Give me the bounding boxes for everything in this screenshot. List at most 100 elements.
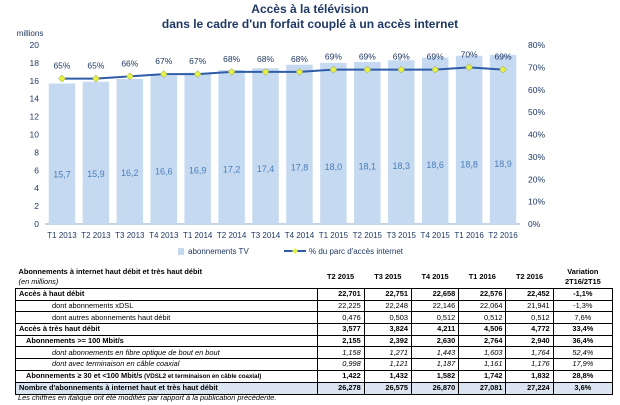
bar [116, 79, 144, 224]
row-value: 4,506 [458, 323, 507, 336]
line-value-label: 69% [325, 52, 342, 62]
x-tick-label: T1 2015 [319, 231, 349, 240]
row-variation: 17,9% [552, 358, 614, 371]
row-variation: 28,8% [552, 369, 614, 383]
table-column-header: T4 2015 [411, 266, 459, 289]
y-tick-label: 0 [34, 219, 39, 229]
bar [320, 62, 347, 225]
row-variation: -1,3% [552, 299, 614, 313]
line-marker [193, 70, 202, 78]
row-value: 22,701 [316, 288, 365, 301]
variation-header-line2: 2T16/2T15 [564, 277, 601, 286]
table-row: Accès à haut débit 22,701 22,751 22,658 22,5… [15, 288, 614, 301]
row-value: 1,764 [505, 346, 554, 360]
row-label-note: (VDSL2 et terminaison en câble coaxial) [142, 372, 262, 380]
row-label: Nombre d'abonnements à internet haut et … [15, 381, 318, 395]
row-label: dont abonnements en fibre optique de bou… [15, 346, 318, 360]
line-marker [363, 65, 372, 74]
line-value-label: 68% [291, 54, 308, 64]
row-value: 22,658 [410, 288, 460, 301]
row-value: 1,271 [363, 346, 412, 360]
bar-value-label: 18,9 [494, 159, 512, 169]
row-label: Accès à très haut débit [15, 323, 318, 336]
line-value-label: 70% [461, 49, 478, 59]
line-value-label: 69% [427, 52, 444, 62]
row-value: 26,575 [363, 381, 412, 395]
line-value-label: 66% [121, 58, 138, 68]
x-tick-label: T2 2016 [488, 231, 518, 240]
row-variation: -1,1% [552, 288, 614, 301]
x-tick-label: T3 2014 [251, 231, 281, 240]
bar-value-label: 17,2 [223, 165, 241, 175]
row-value: 1,187 [410, 358, 460, 371]
y2-tick-label: 30% [528, 152, 545, 162]
row-value: 26,870 [410, 381, 460, 395]
bar [286, 64, 313, 224]
line-marker [329, 65, 338, 74]
row-value: 4,211 [410, 323, 460, 336]
y2-tick-label: 0% [528, 219, 541, 229]
row-label: dont autres abonnements haut débit [15, 311, 318, 325]
row-value: 21,941 [505, 299, 554, 313]
table-row: dont autres abonnements haut débit 0,476 0… [15, 311, 614, 325]
legend-bar-label: abonnements TV [188, 247, 249, 256]
row-value: 1,422 [316, 369, 365, 383]
x-tick-label: T1 2013 [47, 231, 77, 240]
row-label: Abonnements >= 100 Mbit/s [15, 334, 318, 348]
line-value-label: 68% [257, 54, 274, 64]
bar [218, 70, 245, 224]
y-tick-label: 2 [34, 201, 39, 211]
bar-value-label: 16,6 [155, 167, 173, 177]
legend-line-marker [292, 248, 298, 254]
table-row: Nombre d'abonnements à internet haut et … [15, 381, 614, 395]
row-value: 22,751 [363, 288, 412, 301]
y2-tick-label: 50% [528, 107, 545, 117]
row-value: 2,155 [316, 334, 365, 348]
row-value: 22,576 [458, 288, 507, 301]
bar-value-label: 15,9 [87, 169, 105, 179]
table-header-row: Abonnements à internet haut débit et trè… [16, 266, 613, 289]
bar-value-label: 15,7 [53, 169, 71, 179]
row-value: 0,512 [458, 311, 507, 325]
x-tick-label: T4 2013 [149, 231, 179, 240]
y-tick-label: 16 [30, 76, 40, 86]
y-tick-label: 12 [30, 112, 40, 122]
row-value: 0,503 [363, 311, 412, 325]
table-header-label: Abonnements à internet haut débit et trè… [16, 266, 318, 289]
x-tick-label: T3 2015 [387, 231, 417, 240]
bar [150, 75, 177, 225]
row-value: 1,176 [505, 358, 554, 371]
row-value: 2,940 [505, 334, 554, 348]
row-variation: 7,6% [552, 311, 614, 325]
row-value: 1,603 [458, 346, 507, 360]
row-value: 1,158 [316, 346, 365, 360]
table-column-header: T3 2015 [364, 266, 412, 289]
line-marker [397, 65, 406, 74]
row-value: 3,824 [363, 323, 412, 336]
row-variation: 33,4% [552, 323, 614, 336]
legend-bar-swatch [178, 248, 184, 255]
bar-value-label: 18,8 [460, 159, 478, 169]
table-column-header: T2 2015 [317, 266, 365, 289]
bar-value-label: 18,1 [359, 162, 377, 172]
bar [252, 68, 279, 224]
row-value: 27,224 [505, 381, 554, 395]
table-column-header: T1 2016 [458, 266, 506, 289]
combo-chart: millions 0 2 4 6 8 10 12 14 16 18 20 0% 10% 20% 30% 40% 5… [17, 30, 546, 256]
legend-line-label: % du parc d'accès internet [309, 247, 404, 256]
y2-tick-label: 70% [528, 62, 545, 72]
line-marker [465, 63, 473, 72]
x-tick-label: T4 2014 [285, 231, 315, 240]
row-value: 1,432 [363, 369, 412, 383]
line-value-label: 69% [393, 52, 410, 62]
line-value-label: 67% [155, 56, 172, 66]
row-label: Abonnements ≥ 30 et <100 Mbit/s (VDSL2 e… [15, 369, 318, 383]
table-row: dont abonnements en fibre optique de bou… [15, 346, 614, 360]
line-marker [125, 72, 134, 81]
row-value: 1,443 [410, 346, 460, 360]
line-marker [227, 67, 236, 76]
variation-header-line1: Variation [567, 267, 599, 276]
row-value: 2,764 [458, 334, 507, 348]
bar [489, 54, 517, 224]
row-variation: 52,4% [552, 346, 614, 360]
